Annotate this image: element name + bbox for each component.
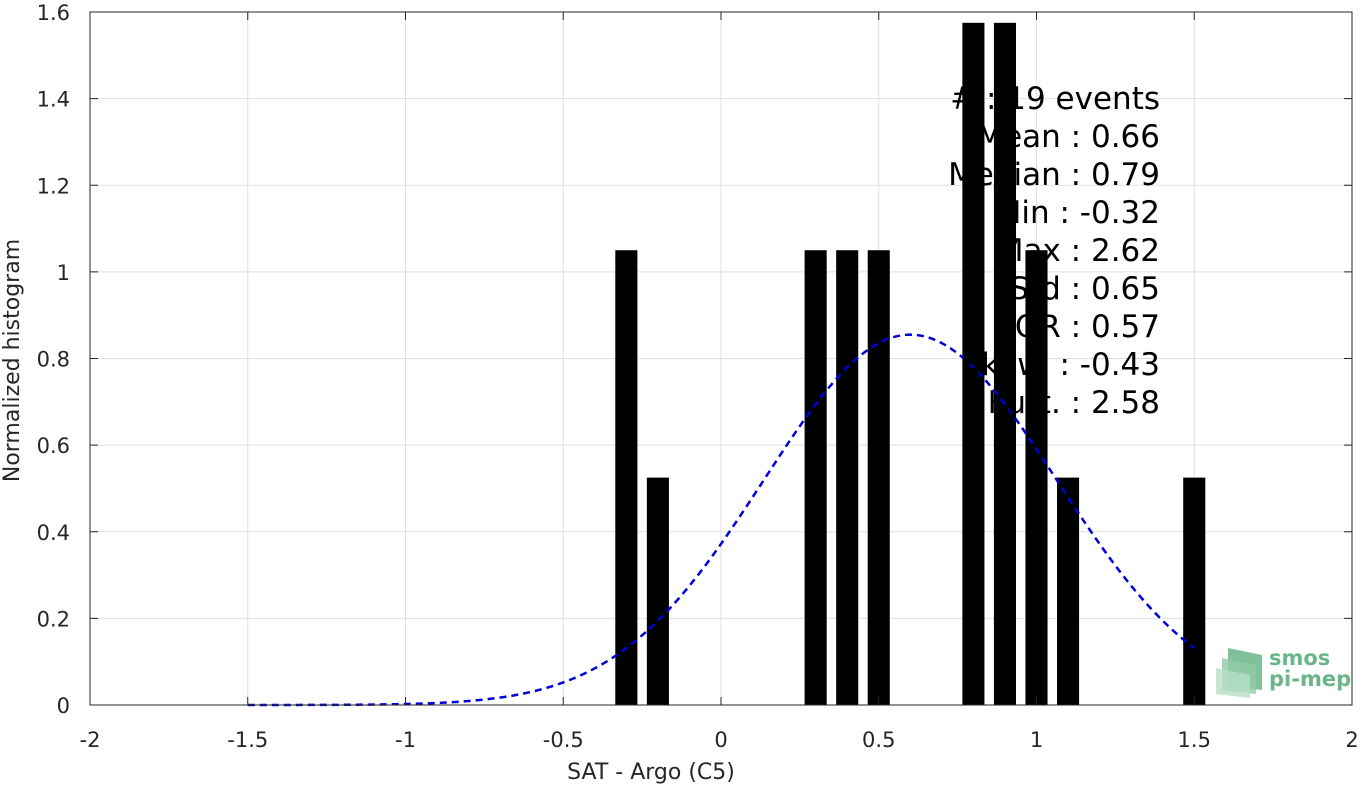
x-tick-label: -1.5 bbox=[227, 728, 268, 752]
logo-mark-icon bbox=[1216, 648, 1262, 698]
histogram-bar bbox=[867, 250, 890, 705]
stat-line: Kurt. : 2.58 bbox=[988, 385, 1160, 421]
x-tick-label: -1 bbox=[395, 728, 416, 752]
histogram-bar bbox=[804, 250, 827, 705]
x-tick-label: 0 bbox=[714, 728, 727, 752]
x-tick-label: 0.5 bbox=[862, 728, 895, 752]
x-tick-label: -0.5 bbox=[543, 728, 584, 752]
y-tick-label: 1.6 bbox=[37, 1, 70, 25]
y-axis-ticks: 0 0.2 0.4 0.6 0.8 1 1.2 1.4 1.6 bbox=[37, 1, 1352, 718]
y-tick-label: 0.4 bbox=[37, 521, 70, 545]
stat-line: # : 19 events bbox=[950, 81, 1160, 117]
stat-line: Mean : 0.66 bbox=[976, 119, 1160, 155]
stat-line: Max : 2.62 bbox=[997, 233, 1160, 269]
x-tick-label: -2 bbox=[80, 728, 101, 752]
x-axis-ticks: -2 -1.5 -1 -0.5 0 0.5 1 1.5 2 bbox=[80, 12, 1359, 752]
stat-line: Median : 0.79 bbox=[948, 157, 1160, 193]
stat-line: IQR : 0.57 bbox=[1006, 309, 1160, 345]
histogram-bar bbox=[1183, 477, 1206, 705]
x-axis-label: SAT - Argo (C5) bbox=[567, 760, 735, 785]
histogram-bar bbox=[615, 250, 638, 705]
histogram-bars bbox=[615, 22, 1206, 705]
x-tick-label: 1 bbox=[1030, 728, 1043, 752]
y-tick-label: 1.2 bbox=[37, 174, 70, 198]
y-tick-label: 0.8 bbox=[37, 348, 70, 372]
smos-pi-mep-logo: smos pi-mep bbox=[1216, 646, 1351, 698]
histogram-bar bbox=[962, 22, 985, 705]
y-tick-label: 0.6 bbox=[37, 434, 70, 458]
y-tick-label: 1 bbox=[57, 261, 70, 285]
histogram-bar bbox=[1025, 250, 1048, 705]
y-tick-label: 1.4 bbox=[37, 88, 70, 112]
x-tick-label: 2 bbox=[1345, 728, 1358, 752]
grid-lines bbox=[89, 11, 1353, 706]
stat-line: Std : 0.65 bbox=[1009, 271, 1160, 307]
x-tick-label: 1.5 bbox=[1178, 728, 1211, 752]
y-tick-label: 0.2 bbox=[37, 607, 70, 631]
y-axis-label: Normalized histogram bbox=[0, 239, 25, 482]
histogram-bar bbox=[836, 250, 859, 705]
y-tick-label: 0 bbox=[57, 694, 70, 718]
histogram-bar bbox=[1057, 477, 1080, 705]
stat-line: Min : -0.32 bbox=[995, 195, 1160, 231]
logo-text-pi-mep: pi-mep bbox=[1269, 667, 1351, 691]
stat-line: Skew. : -0.43 bbox=[962, 347, 1160, 383]
logo-text-smos: smos bbox=[1269, 646, 1330, 670]
histogram-bar bbox=[993, 22, 1016, 705]
histogram-bar bbox=[646, 477, 669, 705]
